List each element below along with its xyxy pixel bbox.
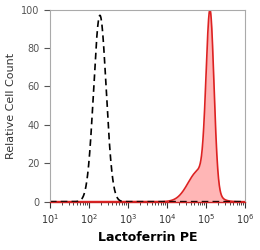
X-axis label: Lactoferrin PE: Lactoferrin PE: [98, 232, 197, 244]
Y-axis label: Relative Cell Count: Relative Cell Count: [5, 52, 16, 159]
